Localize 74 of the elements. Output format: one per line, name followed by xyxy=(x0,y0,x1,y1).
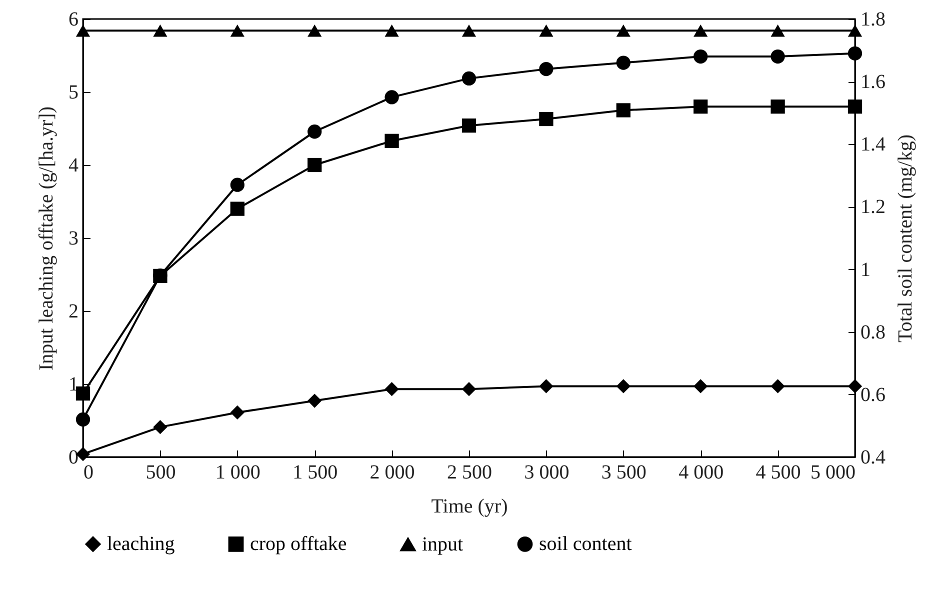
point xyxy=(462,382,476,396)
x-tick-label: 1 000 xyxy=(215,462,260,484)
point xyxy=(616,103,630,118)
x-tick-label: 5 000 xyxy=(810,462,856,484)
y2-tick-label: 1 xyxy=(860,258,870,281)
point xyxy=(539,62,554,76)
x-tick-label: 3 000 xyxy=(524,462,570,484)
y2-axis-title: Total soil content (mg/kg) xyxy=(894,134,916,343)
point xyxy=(539,112,554,126)
point xyxy=(462,118,476,133)
x-tick-label: 4 000 xyxy=(678,462,724,484)
point xyxy=(384,24,399,37)
point xyxy=(616,56,630,70)
point xyxy=(848,46,862,60)
x-tick-label: 3 500 xyxy=(601,462,646,484)
point xyxy=(384,382,399,396)
point xyxy=(462,71,476,86)
legend-label: crop offtake xyxy=(250,533,347,556)
y2-tick-label: 0.6 xyxy=(860,384,886,406)
y2-tick-label: 1.6 xyxy=(860,71,886,94)
y-tick-label: 5 xyxy=(68,82,78,104)
point xyxy=(153,24,168,37)
point xyxy=(384,90,399,104)
point xyxy=(770,24,785,37)
point xyxy=(539,379,554,394)
x-axis-title: Time (yr) xyxy=(431,496,508,518)
y-axis-title: Input leaching offtake (g/[ha.yr]) xyxy=(36,106,58,370)
point xyxy=(308,124,322,139)
point xyxy=(616,24,630,37)
x-tick-label: 1 500 xyxy=(292,462,338,484)
point xyxy=(616,379,630,394)
point xyxy=(308,24,322,37)
y-tick-label: 0 xyxy=(68,446,78,468)
point xyxy=(770,379,785,394)
point xyxy=(694,379,708,394)
point xyxy=(539,24,554,37)
point xyxy=(230,202,244,216)
point xyxy=(230,405,244,420)
x-tick-label: 500 xyxy=(146,462,176,484)
y2-tick-label: 1.4 xyxy=(860,134,886,156)
point xyxy=(76,24,90,37)
point xyxy=(694,100,708,114)
y-tick-label: 3 xyxy=(68,228,78,250)
x-tick-label: 2 500 xyxy=(447,462,492,484)
y2-tick-label: 1.8 xyxy=(860,8,886,30)
y2-tick-label: 0.4 xyxy=(860,446,886,468)
point xyxy=(848,24,862,37)
point xyxy=(230,24,244,37)
point xyxy=(76,386,90,401)
point xyxy=(770,100,785,114)
point xyxy=(848,379,862,394)
point xyxy=(308,158,322,172)
y2-tick-label: 1.2 xyxy=(860,196,886,218)
point xyxy=(694,49,708,64)
y-tick-label: 6 xyxy=(68,8,78,30)
x-tick-label: 4 500 xyxy=(756,462,801,484)
y-tick-label: 2 xyxy=(68,300,78,322)
y-tick-label: 4 xyxy=(68,154,78,176)
x-tick-label: 2 000 xyxy=(370,462,415,484)
legend-label: input xyxy=(422,534,464,556)
y2-tick-label: 0.8 xyxy=(860,321,886,344)
point xyxy=(153,420,168,434)
point xyxy=(462,24,476,37)
point xyxy=(848,100,862,114)
x-tick-label: 0 xyxy=(84,462,94,484)
legend-label: soil content xyxy=(539,533,632,556)
point xyxy=(770,49,785,64)
legend-label: leaching xyxy=(107,533,175,556)
point xyxy=(76,412,90,427)
point xyxy=(230,178,244,192)
point xyxy=(384,134,399,148)
point xyxy=(308,394,322,408)
point xyxy=(694,24,708,37)
y-tick-label: 1 xyxy=(68,374,78,396)
